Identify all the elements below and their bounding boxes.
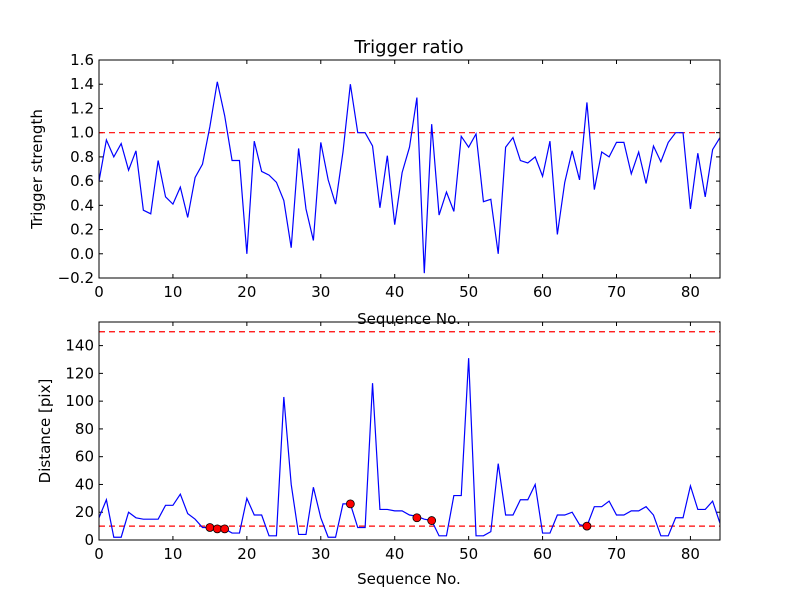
y-axis-label: Distance [pix] bbox=[36, 379, 54, 484]
y-tick-label: 80 bbox=[75, 420, 94, 438]
x-axis-label: Sequence No. bbox=[357, 310, 461, 328]
tick-labels: 0 10 20 30 40 50 60 70 80 0 20 40 60 80 100 120 140 bbox=[65, 337, 700, 563]
y-tick-label: 40 bbox=[75, 475, 94, 493]
plot-frame bbox=[98, 321, 721, 541]
x-tick-label: 30 bbox=[311, 545, 330, 563]
x-tick-label: 0 bbox=[94, 283, 104, 301]
marker-point bbox=[412, 513, 422, 523]
x-tick-label: 20 bbox=[237, 545, 256, 563]
x-tick-label: 50 bbox=[459, 545, 478, 563]
y-tick-label: 60 bbox=[75, 448, 94, 466]
x-tick-label: 0 bbox=[94, 545, 104, 563]
x-tick-label: 70 bbox=[607, 545, 626, 563]
y-tick-label: 140 bbox=[65, 337, 94, 355]
series-lines bbox=[98, 81, 721, 274]
x-axis-label: Sequence No. bbox=[357, 570, 461, 588]
marker-point bbox=[205, 523, 215, 532]
x-tick-label: 60 bbox=[533, 283, 552, 301]
series-line bbox=[98, 81, 721, 274]
distance-chart: 0 10 20 30 40 50 60 70 80 0 20 40 60 80 100 120 140 Sequ… bbox=[36, 321, 721, 588]
marker-points bbox=[205, 499, 592, 534]
y-tick-label: 0 bbox=[84, 531, 94, 549]
y-tick-label: 1.2 bbox=[70, 99, 94, 117]
x-tick-label: 70 bbox=[607, 283, 626, 301]
marker-point bbox=[212, 524, 222, 534]
plot-frame bbox=[98, 59, 721, 279]
y-tick-label: 1.6 bbox=[70, 51, 94, 69]
x-tick-label: 40 bbox=[385, 545, 404, 563]
y-tick-label: −0.2 bbox=[58, 269, 94, 287]
threshold-lines bbox=[99, 331, 720, 527]
y-tick-label: 0.6 bbox=[70, 172, 94, 190]
x-tick-label: 40 bbox=[385, 283, 404, 301]
series-lines bbox=[98, 358, 721, 538]
y-tick-label: 0.4 bbox=[70, 196, 94, 214]
y-axis-label: Trigger strength bbox=[28, 109, 46, 230]
y-tick-label: 0.0 bbox=[70, 245, 94, 263]
chart-title: Trigger ratio bbox=[353, 37, 463, 58]
x-tick-label: 30 bbox=[311, 283, 330, 301]
marker-point bbox=[345, 499, 355, 509]
y-tick-label: 1.4 bbox=[70, 75, 94, 93]
marker-point bbox=[582, 521, 592, 531]
x-tick-label: 10 bbox=[163, 545, 182, 563]
marker-point bbox=[220, 524, 230, 534]
y-tick-label: 0.2 bbox=[70, 221, 94, 239]
x-tick-label: 80 bbox=[681, 545, 700, 563]
tick-labels: 0 10 20 30 40 50 60 70 80 −0.2 0.0 0.2 0.4 0.6 0.8 1.0 1… bbox=[58, 51, 700, 301]
y-tick-label: 100 bbox=[65, 392, 94, 410]
y-tick-label: 1.0 bbox=[70, 124, 94, 142]
x-tick-label: 50 bbox=[459, 283, 478, 301]
x-tick-label: 80 bbox=[681, 283, 700, 301]
series-line bbox=[98, 358, 721, 538]
trigger-ratio-chart: Trigger ratio 0 10 20 30 40 50 60 70 80 −0.2 0.0 0.… bbox=[28, 37, 721, 328]
x-tick-label: 20 bbox=[237, 283, 256, 301]
y-tick-label: 120 bbox=[65, 364, 94, 382]
x-tick-label: 60 bbox=[533, 545, 552, 563]
y-tick-label: 0.8 bbox=[70, 148, 94, 166]
x-tick-label: 10 bbox=[163, 283, 182, 301]
tick-marks bbox=[98, 322, 720, 541]
y-tick-label: 20 bbox=[75, 503, 94, 521]
marker-point bbox=[427, 516, 437, 525]
